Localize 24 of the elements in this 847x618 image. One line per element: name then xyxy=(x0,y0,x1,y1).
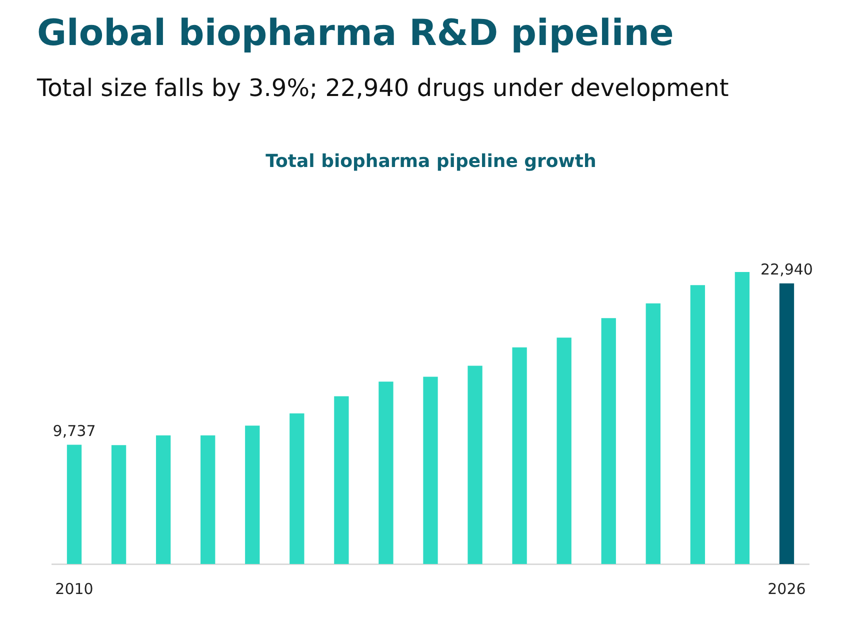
bar xyxy=(290,413,304,564)
chart-title: Global biopharma R&D pipeline xyxy=(37,13,674,54)
bar xyxy=(734,272,750,564)
bar xyxy=(156,435,171,564)
bar xyxy=(423,376,438,564)
data-label: 22,940 xyxy=(760,260,813,279)
data-label: 9,737 xyxy=(52,422,96,440)
bar xyxy=(378,382,394,564)
bar xyxy=(66,444,82,564)
bar xyxy=(556,338,572,564)
bar xyxy=(690,285,706,564)
x-tick-label: 2010 xyxy=(55,580,94,598)
bar xyxy=(468,366,482,564)
text: Total biopharma pipeline growth xyxy=(264,151,598,172)
bar xyxy=(512,347,527,564)
bar xyxy=(245,426,260,564)
bar xyxy=(601,318,616,564)
chart-subtitle: Total size falls by 3.9%; 22,940 drugs under development xyxy=(37,74,729,102)
x-tick-label: 2026 xyxy=(768,580,806,598)
bar xyxy=(779,283,794,564)
bar xyxy=(334,396,349,564)
bar xyxy=(200,435,216,564)
bar xyxy=(646,303,660,564)
bar xyxy=(111,445,126,564)
